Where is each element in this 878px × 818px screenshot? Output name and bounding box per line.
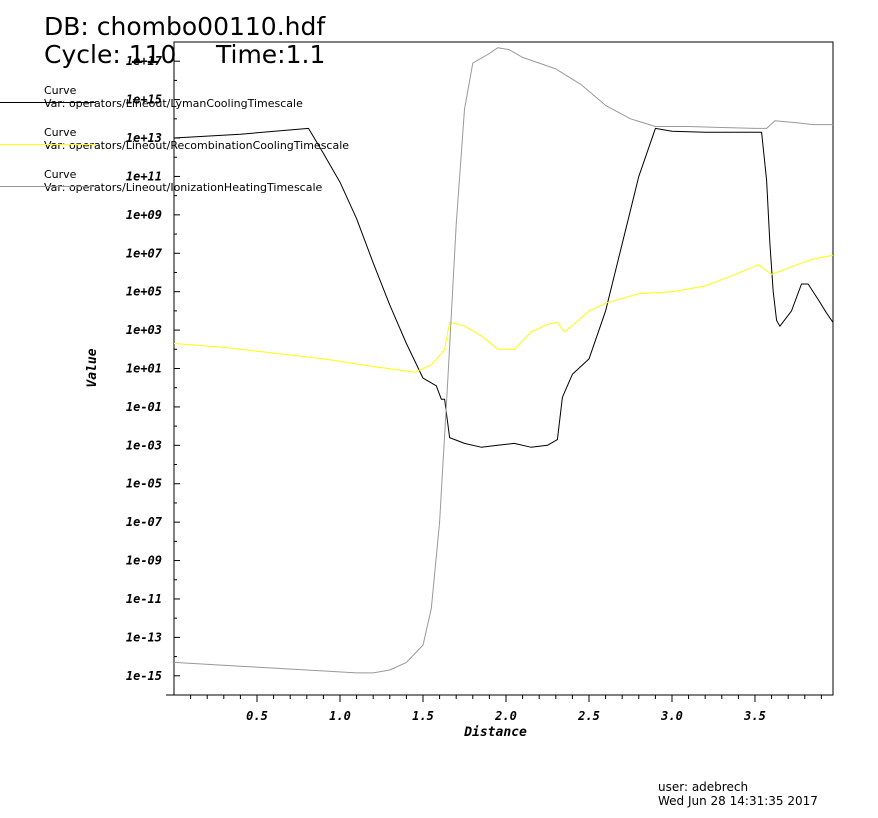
recombination-cooling-line — [173, 254, 834, 373]
legend-curve-label: Curve — [44, 126, 77, 139]
time-label: Time:1.1 — [216, 40, 326, 69]
lyman-cooling-line — [173, 127, 834, 448]
y-tick-label: 1e-09 — [126, 554, 162, 568]
legend-item-lyman: Curve Var: operators/Lineout/LymanCoolin… — [0, 84, 420, 124]
y-axis-title: Value — [85, 348, 100, 387]
y-tick-label: 1e+05 — [126, 285, 162, 299]
date-label: Wed Jun 28 14:31:35 2017 — [658, 794, 818, 808]
y-tick-label: 1e-01 — [126, 400, 162, 414]
x-tick-label: 1.5 — [412, 709, 434, 723]
y-tick-label: 1e-03 — [126, 438, 162, 452]
y-tick-label: 1e+03 — [126, 323, 162, 337]
y-tick-label: 1e+15 — [126, 93, 162, 107]
x-tick-label: 2.0 — [494, 709, 517, 723]
x-tick-label: 2.5 — [577, 709, 600, 723]
user-label: user: adebrech — [658, 780, 749, 794]
legend-var-label: Var: operators/Lineout/RecombinationCool… — [44, 139, 350, 152]
y-tick-label: 1e-11 — [126, 592, 162, 606]
y-tick-label: 1e+07 — [126, 246, 163, 260]
cycle-label: Cycle: 110 — [44, 40, 177, 69]
legend-item-recombination: Curve Var: operators/Lineout/Recombinati… — [0, 126, 420, 166]
ionization-heating-line — [173, 47, 833, 674]
y-tick-label: 1e-07 — [126, 515, 163, 529]
database-title: DB: chombo00110.hdf — [44, 12, 326, 41]
legend-var-label: Var: operators/Lineout/LymanCoolingTimes… — [44, 97, 303, 110]
y-tick-label: 1e+01 — [126, 362, 162, 376]
x-tick-label: 1.0 — [329, 709, 351, 723]
legend-curve-label: Curve — [44, 84, 77, 97]
legend-swatch-ionization — [0, 186, 96, 187]
y-tick-label: 1e+11 — [126, 169, 162, 183]
x-tick-label: 3.5 — [743, 709, 766, 723]
legend-swatch-recombination — [0, 144, 96, 145]
y-tick-label: 1e+13 — [126, 131, 162, 145]
y-tick-label: 1e+09 — [126, 208, 162, 222]
y-tick-label: 1e-13 — [126, 630, 162, 644]
legend-swatch-lyman — [0, 102, 96, 103]
y-tick-label: 1e-05 — [126, 477, 162, 491]
legend-var-label: Var: operators/Lineout/IonizationHeating… — [44, 181, 323, 194]
x-tick-label: 0.5 — [246, 709, 268, 723]
x-axis-title: Distance — [463, 725, 527, 740]
y-tick-label: 1e-15 — [126, 669, 162, 683]
legend-curve-label: Curve — [44, 168, 77, 181]
y-tick-label: 1e+17 — [126, 54, 163, 68]
x-tick-label: 3.0 — [660, 709, 683, 723]
legend-item-ionization: Curve Var: operators/Lineout/IonizationH… — [0, 168, 420, 208]
